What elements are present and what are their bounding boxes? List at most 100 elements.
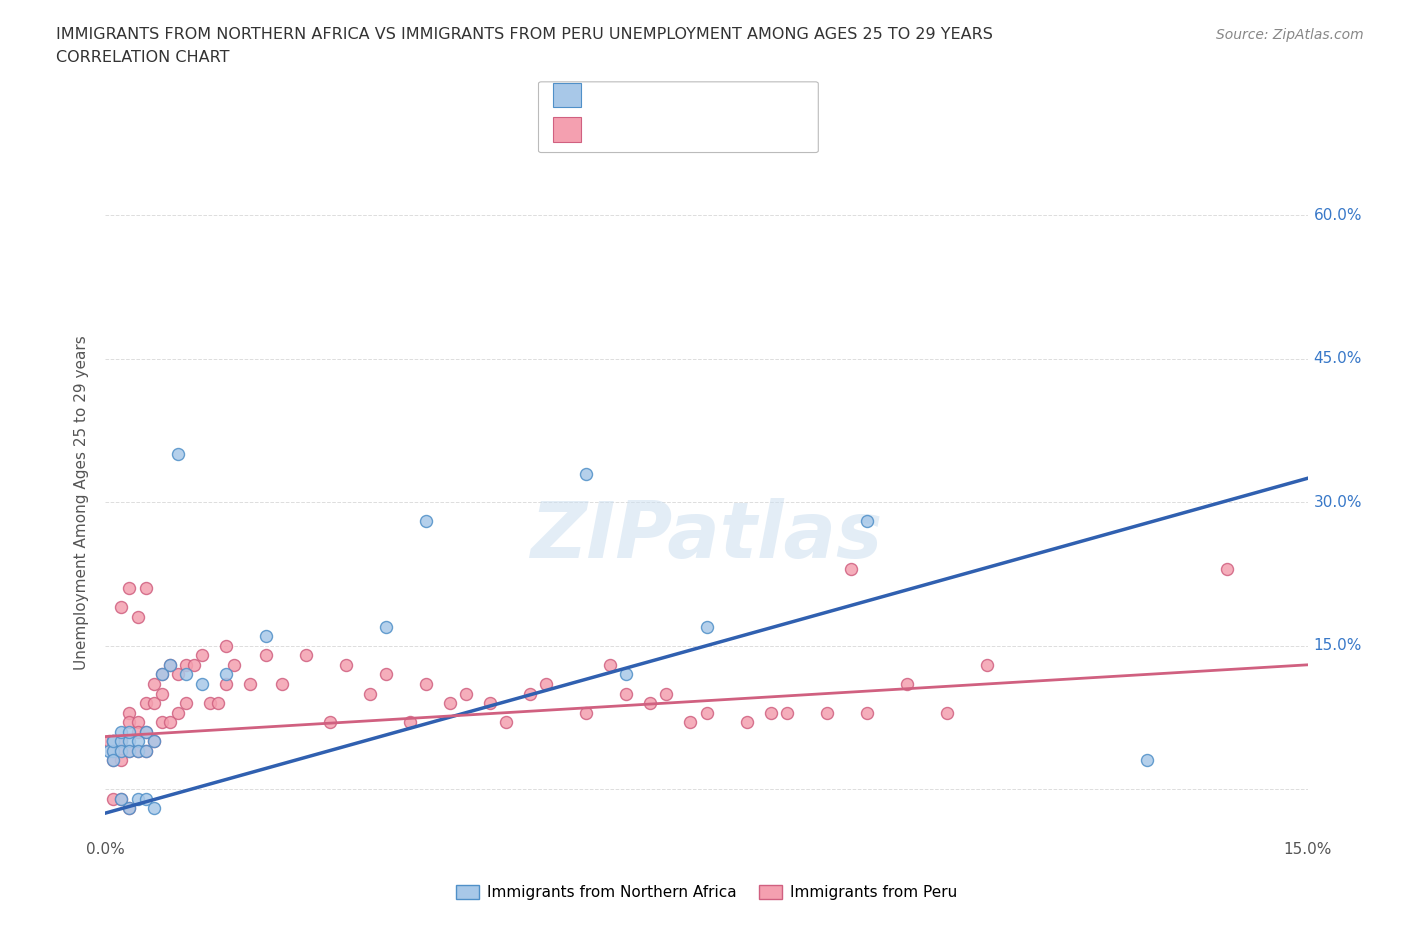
Point bbox=[110, 743, 132, 758]
Point bbox=[159, 658, 181, 672]
Point bbox=[118, 734, 141, 749]
Point bbox=[135, 696, 157, 711]
Point bbox=[1136, 753, 1159, 768]
Point bbox=[599, 658, 621, 672]
Point bbox=[110, 743, 132, 758]
Point bbox=[118, 743, 141, 758]
Point bbox=[159, 715, 181, 730]
Point bbox=[118, 743, 141, 758]
Point bbox=[479, 696, 502, 711]
Point bbox=[103, 734, 125, 749]
Point bbox=[118, 581, 141, 596]
Text: Source: ZipAtlas.com: Source: ZipAtlas.com bbox=[1216, 28, 1364, 42]
Point bbox=[696, 619, 718, 634]
Point bbox=[855, 705, 877, 720]
Point bbox=[166, 447, 188, 462]
Text: 45.0%: 45.0% bbox=[1313, 352, 1362, 366]
Point bbox=[118, 724, 141, 739]
Point bbox=[696, 705, 718, 720]
Point bbox=[640, 696, 662, 711]
Point bbox=[98, 734, 121, 749]
Text: IMMIGRANTS FROM NORTHERN AFRICA VS IMMIGRANTS FROM PERU UNEMPLOYMENT AMONG AGES : IMMIGRANTS FROM NORTHERN AFRICA VS IMMIG… bbox=[56, 27, 993, 42]
Point bbox=[103, 791, 125, 806]
Point bbox=[319, 715, 342, 730]
Point bbox=[655, 686, 678, 701]
Point bbox=[110, 734, 132, 749]
Point bbox=[399, 715, 422, 730]
Point bbox=[239, 676, 262, 691]
Point bbox=[519, 686, 541, 701]
Point bbox=[110, 600, 132, 615]
Point bbox=[135, 581, 157, 596]
Point bbox=[150, 686, 173, 701]
Point bbox=[142, 676, 165, 691]
Point bbox=[127, 609, 149, 624]
Point bbox=[335, 658, 357, 672]
Text: CORRELATION CHART: CORRELATION CHART bbox=[56, 50, 229, 65]
Point bbox=[135, 724, 157, 739]
Point bbox=[166, 705, 188, 720]
Point bbox=[222, 658, 245, 672]
Text: 15.0%: 15.0% bbox=[1313, 638, 1362, 653]
Point bbox=[142, 696, 165, 711]
Point bbox=[150, 667, 173, 682]
Point bbox=[174, 696, 197, 711]
Point bbox=[495, 715, 517, 730]
Point bbox=[374, 667, 398, 682]
Point bbox=[183, 658, 205, 672]
Point bbox=[936, 705, 959, 720]
Point bbox=[118, 705, 141, 720]
Text: 60.0%: 60.0% bbox=[1313, 207, 1362, 222]
Point bbox=[150, 667, 173, 682]
Point bbox=[174, 667, 197, 682]
Point bbox=[103, 753, 125, 768]
Point bbox=[103, 734, 125, 749]
Point bbox=[110, 791, 132, 806]
Point bbox=[534, 676, 557, 691]
Point bbox=[118, 801, 141, 816]
Point bbox=[575, 705, 598, 720]
Point bbox=[679, 715, 702, 730]
Point bbox=[616, 667, 638, 682]
Point bbox=[214, 638, 236, 653]
Point bbox=[855, 514, 877, 529]
Point bbox=[776, 705, 799, 720]
Point bbox=[439, 696, 461, 711]
Legend: Immigrants from Northern Africa, Immigrants from Peru: Immigrants from Northern Africa, Immigra… bbox=[450, 879, 963, 907]
Point bbox=[103, 753, 125, 768]
Point bbox=[118, 715, 141, 730]
Point bbox=[118, 801, 141, 816]
Point bbox=[374, 619, 398, 634]
Text: R =  0.417    N = 35: R = 0.417 N = 35 bbox=[591, 88, 758, 106]
Point bbox=[270, 676, 292, 691]
Point bbox=[98, 743, 121, 758]
Point bbox=[839, 562, 862, 577]
Point bbox=[616, 686, 638, 701]
Point bbox=[815, 705, 838, 720]
Point bbox=[110, 724, 132, 739]
Point bbox=[359, 686, 381, 701]
Point bbox=[142, 734, 165, 749]
Point bbox=[135, 724, 157, 739]
Point bbox=[166, 667, 188, 682]
Point bbox=[174, 658, 197, 672]
Point bbox=[415, 514, 437, 529]
Text: ZIPatlas: ZIPatlas bbox=[530, 498, 883, 574]
Point bbox=[103, 743, 125, 758]
Point bbox=[103, 743, 125, 758]
Point bbox=[135, 743, 157, 758]
Point bbox=[896, 676, 918, 691]
Point bbox=[190, 648, 212, 663]
Point bbox=[190, 676, 212, 691]
Y-axis label: Unemployment Among Ages 25 to 29 years: Unemployment Among Ages 25 to 29 years bbox=[75, 335, 90, 670]
Point bbox=[159, 658, 181, 672]
Point bbox=[127, 715, 149, 730]
Point bbox=[575, 466, 598, 481]
Point bbox=[295, 648, 318, 663]
Text: R = 0.244    N = 76: R = 0.244 N = 76 bbox=[591, 122, 752, 140]
Point bbox=[127, 724, 149, 739]
Point bbox=[127, 791, 149, 806]
Point bbox=[135, 791, 157, 806]
Point bbox=[127, 743, 149, 758]
Point bbox=[415, 676, 437, 691]
